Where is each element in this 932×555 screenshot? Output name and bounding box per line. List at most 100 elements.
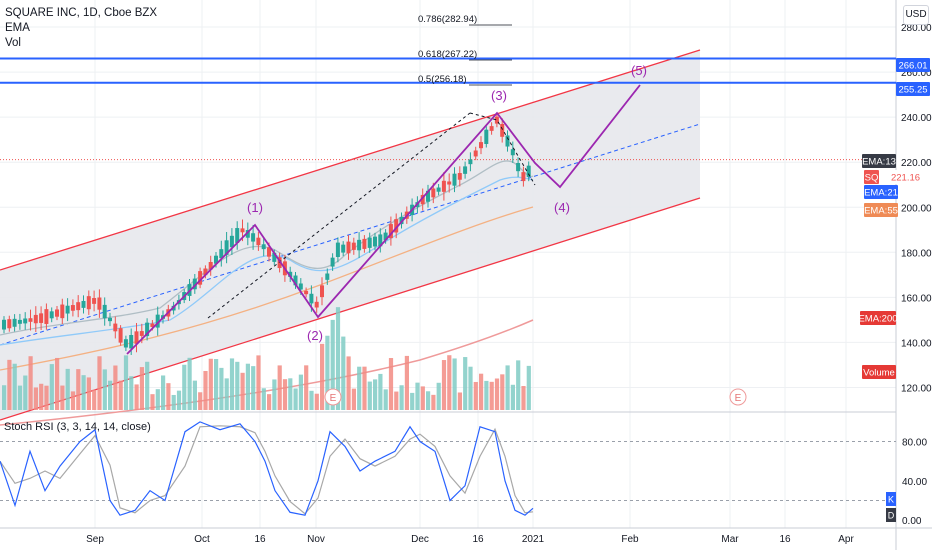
volume-bar [309,390,314,410]
candle-body [473,150,478,157]
candle-body [97,297,102,310]
volume-bar [314,393,319,410]
volume-bar [479,373,484,410]
ema13-line [0,160,534,336]
volume-bar [505,365,510,410]
channel-upper-line [0,49,701,271]
stoch-tag-text: K [888,495,894,505]
time-axis-label: 16 [472,534,484,545]
volume-bar [76,369,81,410]
candle-body [484,129,489,144]
candle-body [330,257,335,267]
price-axis-label: 200.00 [901,203,932,214]
volume-bar [357,366,362,410]
volume-bar [214,359,219,410]
volume-bar [224,378,229,410]
volume-bar [192,380,197,410]
price-tag-bg [864,185,898,199]
price-tag-text: 221.16 [891,173,920,184]
volume-bar [171,394,176,410]
candle-body [479,142,483,149]
ema-indicator-label[interactable]: EMA [5,22,30,34]
volume-bar [277,365,282,410]
candle-body [309,293,314,304]
candle-body [70,305,75,311]
volume-bar [70,391,76,410]
volume-bar [17,385,23,410]
candle-body [28,318,33,322]
price-axis-label: 260.00 [901,68,932,79]
candle-body [293,275,298,286]
price-tag-text: EMA:21 [864,188,898,199]
volume-bar [330,319,335,410]
candle-body [351,242,356,250]
volume-bar [431,394,436,410]
stoch-tag-bg [886,492,896,506]
volume-bar [235,361,240,410]
price-tag-bg [860,311,896,325]
price-tag-bg [864,170,879,184]
volume-bar [251,366,256,410]
stoch-rsi-legend[interactable]: Stoch RSI (3, 3, 14, 14, close) [4,421,151,433]
candle-body [335,242,340,257]
price-tag-3: SQ [864,170,879,184]
price-axis-label: 140.00 [901,338,932,349]
volume-indicator-label[interactable]: Vol [5,37,21,49]
volume-bar [378,373,383,410]
volume-bar [245,363,250,410]
volume-bar [240,372,245,410]
volume-bar [341,336,346,410]
fib-label: 0.5(256.18) [418,74,467,85]
time-axis-label: Oct [194,534,210,545]
chart-legend: SQUARE INC, 1D, Cboe BZX EMA Vol [5,6,157,51]
volume-bar [526,365,531,410]
volume-bar [351,388,356,410]
volume-bar [92,389,97,410]
candle-body [86,296,91,310]
time-axis-label: Dec [411,534,429,545]
candle-body [394,219,399,233]
volume-bar [325,335,330,410]
candle-body [521,172,526,182]
volume-bar [39,383,44,410]
candle-body [65,305,70,314]
time-axis-label: 16 [254,534,266,545]
candle-body [320,285,324,298]
candle-body [383,232,388,241]
price-tag-bg [862,154,896,168]
volume-bar [161,375,166,410]
volume-bar [198,392,203,410]
volume-bar [288,378,293,410]
volume-group [2,307,531,410]
volume-bar [447,355,452,410]
candle-body [468,159,473,165]
volume-bar [118,380,123,410]
candle-body [288,271,293,277]
symbol-title[interactable]: SQUARE INC, 1D, Cboe BZX [5,7,158,19]
candle-body [129,334,134,349]
wave-label: (2) [307,328,323,343]
volume-bar [320,343,325,410]
price-tag-bg [862,365,896,379]
volume-bar [81,375,86,410]
currency-badge[interactable]: USD [903,5,929,25]
price-tag-bg [896,82,930,96]
candle-body [123,339,128,348]
candle-body [224,240,229,255]
volume-bar [229,358,235,410]
volume-bar [298,374,303,410]
price-tag-4: 221.16 [879,170,932,184]
volume-bar [362,366,367,410]
stoch-k-line [0,421,534,516]
candle-body [362,238,367,249]
wave-label: (3) [491,88,507,103]
time-axis-label: Nov [307,534,325,545]
volume-bar [373,379,378,410]
volume-bar [267,394,272,410]
candle-body [341,244,346,253]
earnings-marker-label: E [330,393,337,404]
projection-line-1 [207,112,471,319]
candle-body [426,190,430,202]
